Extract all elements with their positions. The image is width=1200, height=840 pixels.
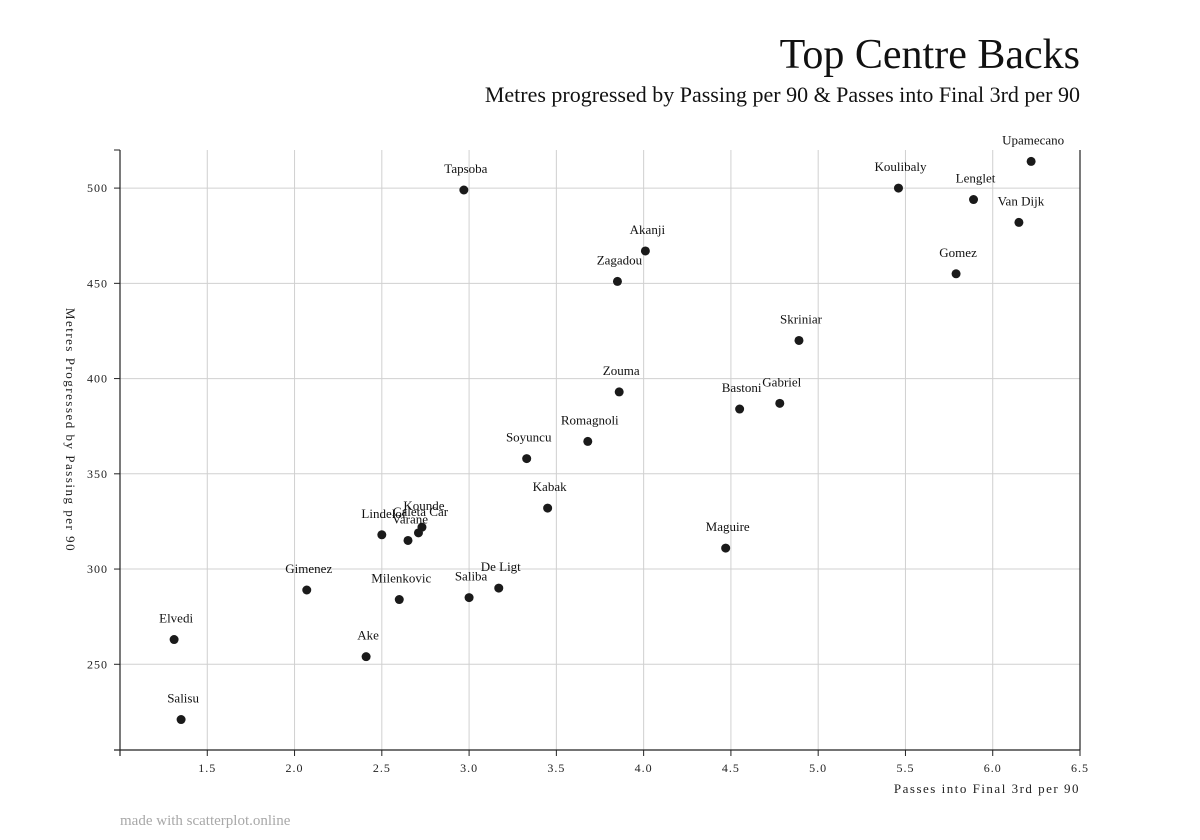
data-point-label: Gabriel [762, 374, 801, 389]
axes [114, 150, 1081, 756]
data-point [413, 528, 423, 538]
x-axis-label: Passes into Final 3rd per 90 [894, 781, 1080, 796]
x-tick-label: 5.5 [896, 761, 914, 775]
data-point-label: Soyuncu [506, 430, 552, 445]
x-tick-label: 2.0 [286, 761, 304, 775]
data-point [459, 185, 469, 195]
data-point [721, 543, 731, 553]
data-point-label: Varane [392, 511, 428, 526]
x-tick-label: 3.0 [460, 761, 478, 775]
data-point [640, 246, 650, 256]
data-point-label: Zouma [603, 363, 640, 378]
y-tick-label: 450 [87, 276, 108, 290]
data-point [1026, 156, 1036, 166]
data-point-label: Kounde [403, 498, 444, 513]
y-tick-label: 400 [87, 372, 108, 386]
data-point [176, 715, 186, 725]
data-point-label: Kabak [533, 479, 567, 494]
x-tick-label: 6.5 [1071, 761, 1089, 775]
credit-text[interactable]: made with scatterplot.online [120, 813, 291, 829]
y-tick-label: 300 [87, 562, 108, 576]
data-point-label: Ake [357, 628, 379, 643]
data-point-label: Romagnoli [561, 412, 619, 427]
data-point [169, 635, 179, 645]
data-point-label: Tapsoba [444, 161, 487, 176]
x-tick-label: 5.0 [809, 761, 827, 775]
data-point [302, 585, 312, 595]
data-point-label: Lindelof [361, 506, 406, 521]
y-axis-label: Metres Progressed by Passing per 90 [63, 308, 78, 552]
data-point-label: Maguire [706, 519, 750, 534]
data-point-label: Salisu [167, 691, 199, 706]
data-point [612, 276, 622, 286]
data-point [951, 269, 961, 279]
grid [120, 150, 1081, 750]
data-point [403, 535, 413, 545]
data-point-label: De Ligt [481, 559, 521, 574]
data-point [543, 503, 553, 513]
y-tick-label: 500 [87, 181, 108, 195]
data-point [1014, 217, 1024, 227]
data-point [969, 195, 979, 205]
data-point [464, 593, 474, 603]
data-point-label: Gimenez [285, 561, 332, 576]
ticks: 1.5 2.0 2.5 3.0 3.5 4.0 4.5 5.0 5.5 6.0 6.5 250 300 3… [87, 149, 1089, 775]
data-point-label: Caleta Car [393, 504, 449, 519]
data-point-label: Zagadou [597, 252, 643, 267]
x-tick-label: 3.5 [547, 761, 565, 775]
x-tick-label: 6.0 [984, 761, 1002, 775]
y-tick-label: 350 [87, 467, 108, 481]
data-point [394, 595, 404, 605]
data-point-label: Lenglet [956, 171, 996, 186]
data-point [361, 652, 371, 662]
data-point [775, 398, 785, 408]
data-point-label: Skriniar [780, 311, 823, 326]
data-point [614, 387, 624, 397]
chart-subtitle: Metres progressed by Passing per 90 & Pa… [484, 82, 1080, 107]
data-point-label: Van Dijk [998, 193, 1045, 208]
data-point-label: Saliba [455, 569, 488, 584]
x-tick-label: 1.5 [198, 761, 216, 775]
data-point-label: Elvedi [159, 611, 193, 626]
data-point-label: Gomez [939, 245, 977, 260]
data-point [794, 335, 804, 345]
chart-title: Top Centre Backs [779, 32, 1080, 78]
data-point [893, 183, 903, 193]
data-point [522, 454, 532, 464]
x-tick-label: 4.0 [635, 761, 653, 775]
data-point [377, 530, 387, 540]
data-point [494, 583, 504, 593]
data-point [735, 404, 745, 414]
data-point-label: Upamecano [1002, 132, 1064, 147]
y-tick-label: 250 [87, 657, 108, 671]
data-point-label: Akanji [630, 222, 666, 237]
data-point [583, 436, 593, 446]
data-point-label: Bastoni [722, 380, 762, 395]
data-point-label: Milenkovic [371, 571, 431, 586]
x-tick-label: 2.5 [373, 761, 391, 775]
data-point-label: Koulibaly [874, 159, 926, 174]
x-tick-label: 4.5 [722, 761, 740, 775]
